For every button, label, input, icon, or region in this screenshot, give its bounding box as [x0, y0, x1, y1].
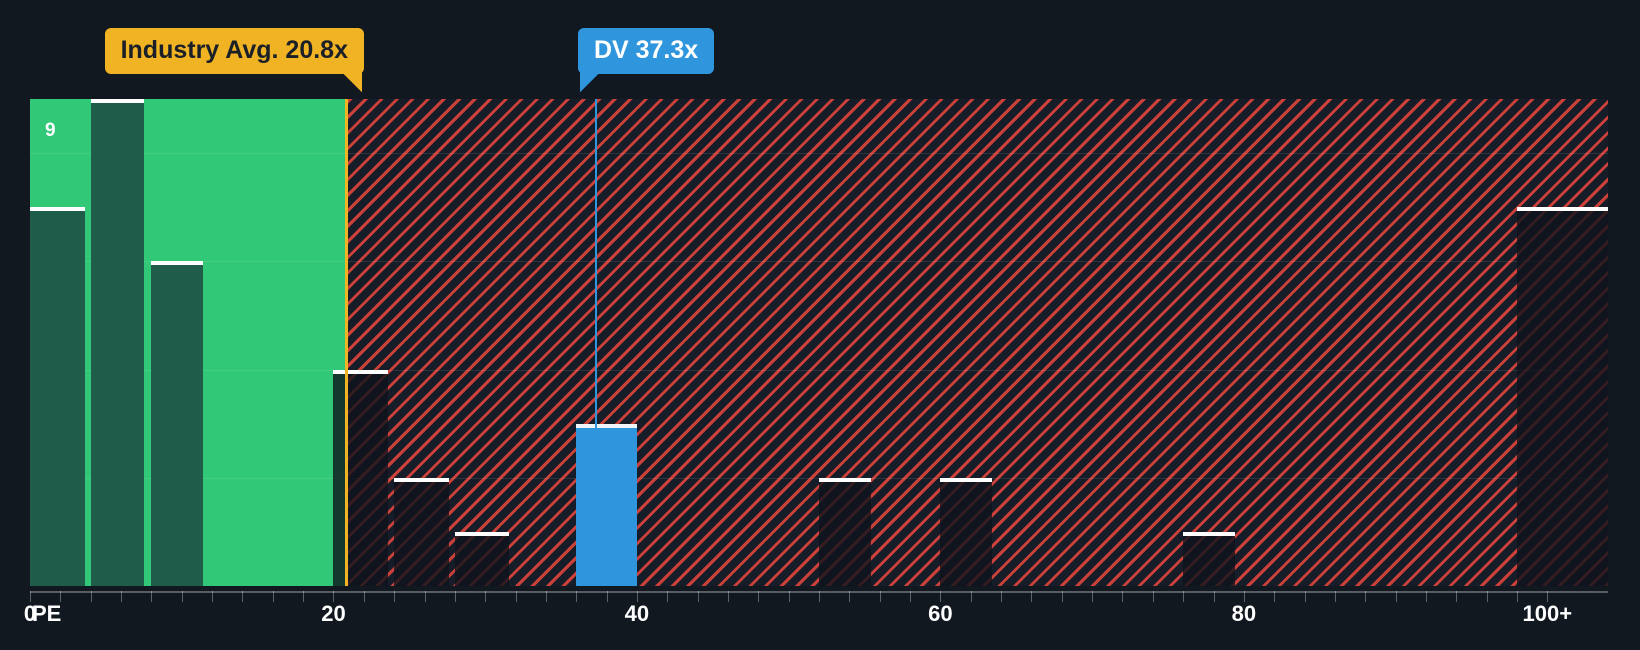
gridline	[30, 153, 1608, 155]
x-axis-tick	[333, 591, 335, 602]
bar-cap	[1516, 207, 1608, 212]
x-axis-tick	[1001, 591, 1003, 602]
bar-cap	[90, 99, 144, 103]
bar[interactable]	[819, 477, 871, 586]
bar[interactable]	[1183, 531, 1235, 586]
x-axis-tick	[1516, 591, 1518, 602]
x-axis-tick	[849, 591, 851, 602]
x-axis-tick	[1122, 591, 1124, 602]
y-max-value-label: 9	[45, 120, 56, 141]
gridline	[30, 261, 1608, 263]
x-axis-tick	[121, 591, 123, 602]
x-axis-tick	[1274, 591, 1276, 602]
x-axis-tick	[424, 591, 426, 602]
bar[interactable]	[940, 477, 992, 586]
bar[interactable]	[394, 477, 449, 586]
bar[interactable]	[151, 261, 203, 586]
bar[interactable]	[90, 99, 144, 586]
x-axis-tick	[788, 591, 790, 602]
x-axis-tick	[1243, 591, 1245, 602]
x-axis-tick	[242, 591, 244, 602]
x-axis-tick	[636, 591, 638, 602]
industry-average-line	[344, 99, 348, 586]
callout-tail	[579, 72, 600, 93]
industry-average-callout[interactable]: Industry Avg. 20.8x	[104, 28, 364, 93]
x-axis-tick	[1031, 591, 1033, 602]
x-axis-tick	[363, 591, 365, 602]
x-axis-tick	[1183, 591, 1185, 602]
bar-cap	[151, 261, 203, 266]
x-axis-tick	[454, 591, 456, 602]
x-axis-tick	[1456, 591, 1458, 602]
x-axis-tick	[60, 591, 62, 602]
x-axis-tick	[1334, 591, 1336, 602]
x-axis-tick	[545, 591, 547, 602]
x-axis-tick	[1213, 591, 1215, 602]
x-axis-tick	[940, 591, 942, 602]
x-axis-tick	[1304, 591, 1306, 602]
bar-cap	[1183, 531, 1235, 536]
bar[interactable]	[576, 423, 637, 586]
bar-cap	[819, 477, 871, 482]
x-axis-tick-label: 0	[23, 601, 37, 626]
x-axis-tick-label: 40	[624, 601, 650, 626]
x-axis-tick	[515, 591, 517, 602]
bar-cap	[394, 477, 449, 482]
x-axis-tick	[1395, 591, 1397, 602]
x-axis-tick-label: 100+	[1522, 601, 1573, 626]
x-axis-tick	[1425, 591, 1427, 602]
x-axis-tick	[576, 591, 578, 602]
overvalued-zone	[345, 99, 1608, 586]
company-pe-callout[interactable]: DV 37.3x	[577, 28, 715, 93]
bar-cap	[333, 369, 389, 374]
bar[interactable]	[454, 531, 510, 586]
x-axis-tick	[667, 591, 669, 602]
bar-cap	[940, 477, 992, 482]
x-axis-tick	[910, 591, 912, 602]
x-axis-tick	[606, 591, 608, 602]
x-axis-tick	[1365, 591, 1367, 602]
x-axis-tick	[1152, 591, 1154, 602]
x-axis-tick-label: 60	[928, 601, 953, 626]
x-axis-tick-label: 80	[1231, 601, 1257, 626]
company-pe-line	[594, 99, 597, 428]
x-axis-tick	[151, 591, 153, 602]
x-axis-tick	[394, 591, 396, 602]
callout-tail	[342, 72, 362, 93]
x-axis-tick	[30, 591, 31, 602]
x-axis-prefix-label: PE	[32, 601, 62, 626]
x-axis-tick	[697, 591, 699, 602]
x-axis-tick	[970, 591, 972, 602]
x-axis-tick	[1092, 591, 1094, 602]
x-axis-tick	[212, 591, 214, 602]
bar-cap	[454, 531, 510, 536]
x-axis-tick	[181, 591, 183, 602]
x-axis-tick	[727, 591, 729, 602]
bar[interactable]	[1516, 207, 1608, 586]
x-axis-tick	[90, 591, 92, 602]
bar-cap	[576, 423, 637, 428]
x-axis-tick	[758, 591, 760, 602]
x-axis-tick	[272, 591, 274, 602]
x-axis-line	[30, 591, 1608, 593]
plot-area	[30, 99, 1608, 586]
x-axis-tick	[879, 591, 881, 602]
bar[interactable]	[333, 369, 389, 586]
x-axis-tick	[1486, 591, 1488, 602]
x-axis-tick	[1547, 591, 1549, 602]
x-axis-tick-label: 20	[321, 601, 346, 626]
x-axis-tick	[485, 591, 487, 602]
gridline	[30, 369, 1608, 371]
x-axis-tick	[1061, 591, 1063, 602]
bar-cap	[30, 207, 85, 212]
x-axis-tick	[819, 591, 820, 602]
bar[interactable]	[30, 207, 85, 586]
x-axis-tick	[303, 591, 305, 602]
